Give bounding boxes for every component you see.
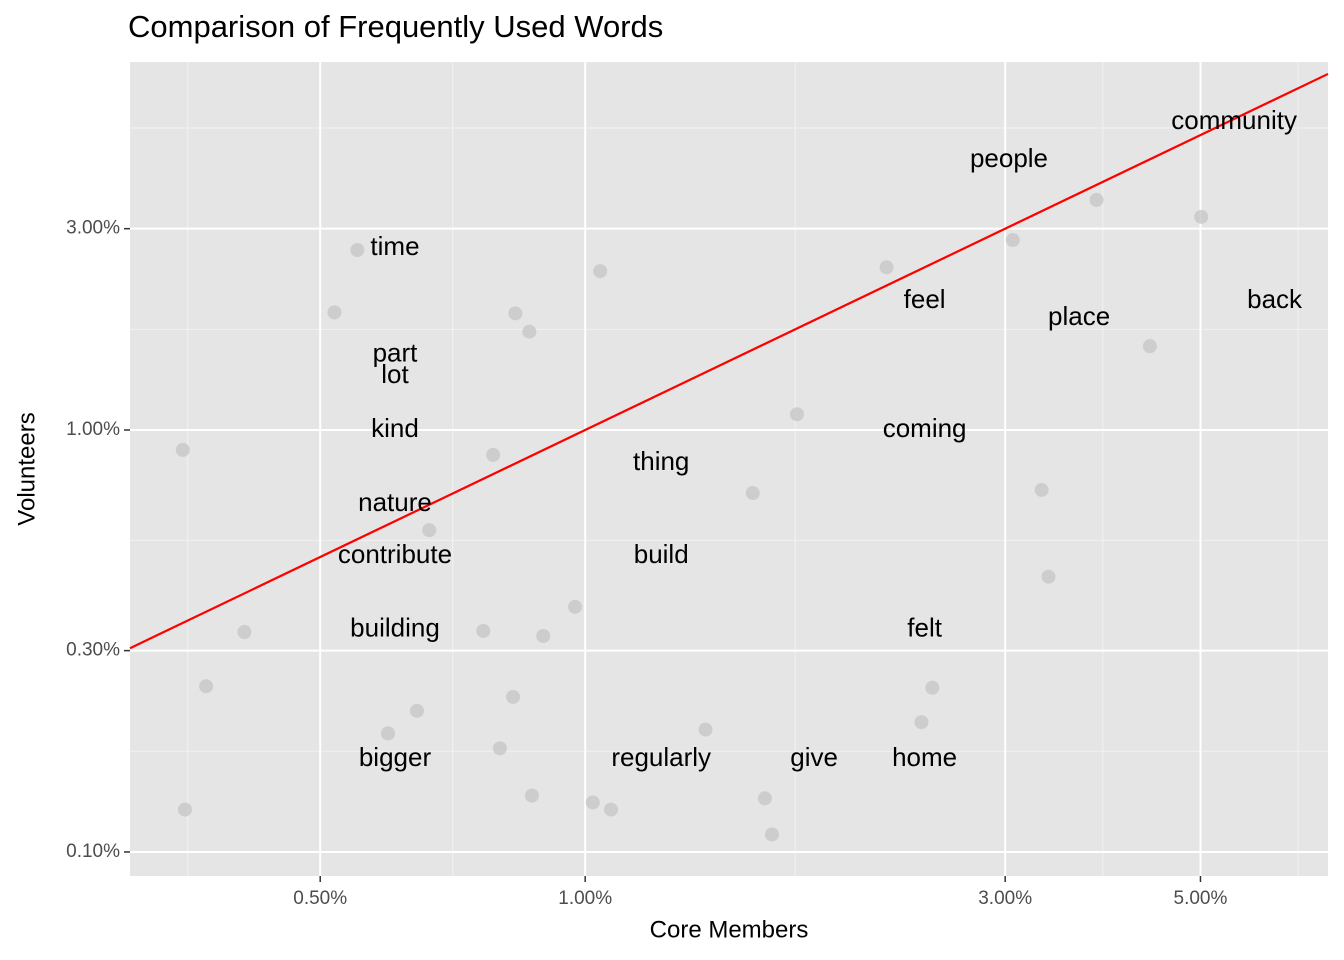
word-label: kind — [371, 413, 419, 443]
plot-panel — [130, 62, 1328, 876]
y-tick-label: 1.00% — [66, 419, 120, 440]
point — [536, 628, 551, 643]
point — [585, 795, 600, 810]
word-label: thing — [633, 446, 689, 476]
point — [476, 623, 491, 638]
point — [914, 715, 929, 730]
point — [422, 523, 437, 538]
point — [524, 788, 539, 803]
word-label: place — [1048, 301, 1110, 331]
word-label: home — [892, 742, 957, 772]
y-axis-title: Volunteers — [13, 412, 40, 525]
point — [522, 324, 537, 339]
x-tick-label: 5.00% — [1174, 888, 1228, 909]
y-tick-label: 0.10% — [66, 841, 120, 862]
word-label: regularly — [611, 742, 711, 772]
point — [177, 802, 192, 817]
grid — [130, 62, 1328, 876]
point — [757, 791, 772, 806]
x-tick-label: 3.00% — [978, 888, 1032, 909]
word-label: coming — [883, 413, 967, 443]
chart-title: Comparison of Frequently Used Words — [128, 9, 663, 44]
word-label: bigger — [359, 742, 432, 772]
point — [381, 726, 396, 741]
word-label: feel — [904, 284, 946, 314]
point — [486, 447, 501, 462]
point — [1194, 209, 1209, 224]
point — [327, 305, 342, 320]
point — [1034, 482, 1049, 497]
word-label: back — [1247, 284, 1303, 314]
point — [698, 722, 713, 737]
word-label: people — [970, 143, 1048, 173]
x-axis-title: Core Members — [650, 916, 809, 943]
point — [764, 827, 779, 842]
point — [175, 442, 190, 457]
point — [568, 599, 583, 614]
identity-line — [129, 72, 1329, 650]
word-label: give — [790, 742, 838, 772]
point — [1142, 339, 1157, 354]
word-label: community — [1171, 105, 1297, 135]
point — [745, 486, 760, 501]
point — [350, 243, 365, 258]
point — [199, 679, 214, 694]
point — [237, 625, 252, 640]
point — [593, 264, 608, 279]
point — [1089, 192, 1104, 207]
word-label: contribute — [338, 539, 452, 569]
point — [925, 680, 940, 695]
word-label: felt — [907, 613, 942, 643]
point — [879, 260, 894, 275]
x-tick-label: 1.00% — [558, 888, 612, 909]
word-label: lot — [381, 359, 409, 389]
word-label: build — [634, 539, 689, 569]
word-label: part — [373, 337, 419, 367]
point — [604, 802, 619, 817]
point — [508, 306, 523, 321]
point — [789, 407, 804, 422]
word-label: time — [370, 231, 419, 261]
word-label: building — [350, 613, 440, 643]
point — [492, 741, 507, 756]
point — [506, 689, 521, 704]
point — [1005, 233, 1020, 248]
point — [409, 703, 424, 718]
y-tick-label: 0.30% — [66, 640, 120, 661]
point — [1041, 569, 1056, 584]
word-label: nature — [358, 487, 432, 517]
y-tick-label: 3.00% — [66, 218, 120, 239]
x-tick-label: 0.50% — [293, 888, 347, 909]
